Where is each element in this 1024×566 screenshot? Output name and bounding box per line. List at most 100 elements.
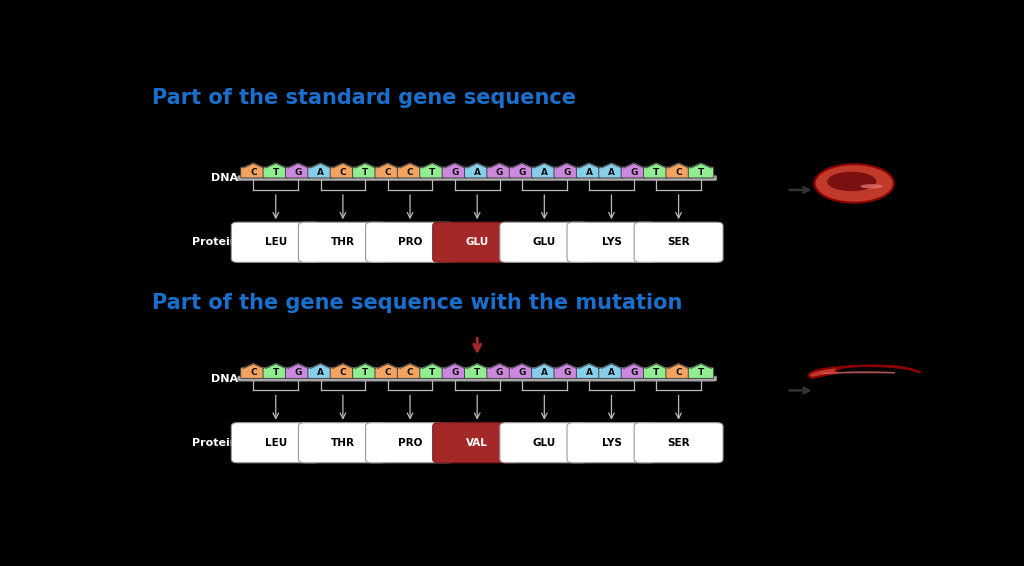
Text: THR: THR — [331, 438, 355, 448]
Text: G: G — [295, 368, 302, 378]
Text: C: C — [675, 168, 682, 177]
FancyBboxPatch shape — [352, 367, 378, 379]
Text: G: G — [452, 368, 459, 378]
Text: DNA: DNA — [211, 374, 238, 384]
Polygon shape — [378, 364, 397, 368]
Text: T: T — [272, 168, 279, 177]
FancyBboxPatch shape — [298, 423, 387, 463]
Text: C: C — [384, 168, 391, 177]
Polygon shape — [601, 164, 622, 168]
Polygon shape — [310, 364, 331, 368]
Text: G: G — [518, 368, 525, 378]
FancyBboxPatch shape — [599, 367, 625, 379]
FancyBboxPatch shape — [688, 367, 714, 379]
FancyBboxPatch shape — [442, 367, 468, 379]
FancyBboxPatch shape — [241, 367, 266, 379]
Ellipse shape — [814, 164, 894, 203]
Polygon shape — [489, 164, 510, 168]
Polygon shape — [669, 364, 688, 368]
Polygon shape — [691, 364, 711, 368]
Polygon shape — [333, 164, 353, 168]
FancyBboxPatch shape — [509, 167, 535, 178]
FancyBboxPatch shape — [366, 423, 455, 463]
Text: T: T — [697, 368, 705, 378]
Text: T: T — [474, 368, 480, 378]
Text: A: A — [474, 168, 480, 177]
FancyBboxPatch shape — [666, 367, 691, 379]
Polygon shape — [378, 164, 397, 168]
Text: Part of the standard gene sequence: Part of the standard gene sequence — [152, 88, 575, 109]
Text: LYS: LYS — [601, 438, 622, 448]
FancyBboxPatch shape — [634, 222, 723, 262]
Polygon shape — [624, 164, 644, 168]
Polygon shape — [400, 164, 420, 168]
FancyBboxPatch shape — [554, 167, 580, 178]
Text: C: C — [384, 368, 391, 378]
Polygon shape — [535, 164, 554, 168]
FancyBboxPatch shape — [433, 222, 521, 262]
Text: C: C — [407, 368, 414, 378]
Polygon shape — [288, 364, 308, 368]
Text: G: G — [518, 168, 525, 177]
FancyBboxPatch shape — [366, 222, 455, 262]
Text: Part of the gene sequence with the mutation: Part of the gene sequence with the mutat… — [152, 293, 682, 313]
Polygon shape — [580, 164, 599, 168]
Polygon shape — [266, 364, 286, 368]
Polygon shape — [288, 164, 308, 168]
FancyBboxPatch shape — [330, 367, 355, 379]
FancyBboxPatch shape — [397, 367, 423, 379]
Polygon shape — [691, 164, 711, 168]
Text: G: G — [452, 168, 459, 177]
Polygon shape — [266, 164, 286, 168]
Text: T: T — [272, 368, 279, 378]
Text: G: G — [563, 168, 570, 177]
FancyBboxPatch shape — [231, 222, 321, 262]
FancyBboxPatch shape — [577, 367, 602, 379]
FancyBboxPatch shape — [238, 376, 717, 381]
FancyBboxPatch shape — [397, 167, 423, 178]
Polygon shape — [355, 164, 375, 168]
FancyBboxPatch shape — [599, 167, 625, 178]
FancyBboxPatch shape — [286, 167, 311, 178]
FancyBboxPatch shape — [330, 167, 355, 178]
Text: C: C — [675, 368, 682, 378]
Text: A: A — [317, 368, 324, 378]
Text: PRO: PRO — [398, 237, 422, 247]
Text: G: G — [496, 168, 503, 177]
FancyBboxPatch shape — [263, 367, 289, 379]
Text: GLU: GLU — [466, 237, 488, 247]
Polygon shape — [809, 366, 921, 378]
FancyBboxPatch shape — [298, 222, 387, 262]
Polygon shape — [444, 364, 465, 368]
Text: A: A — [317, 168, 324, 177]
FancyBboxPatch shape — [643, 167, 669, 178]
Polygon shape — [423, 164, 442, 168]
Text: G: G — [563, 368, 570, 378]
FancyBboxPatch shape — [688, 167, 714, 178]
FancyBboxPatch shape — [500, 423, 589, 463]
Polygon shape — [489, 364, 510, 368]
Text: T: T — [362, 368, 369, 378]
FancyBboxPatch shape — [442, 167, 468, 178]
Polygon shape — [310, 164, 331, 168]
Polygon shape — [467, 364, 487, 368]
Polygon shape — [580, 364, 599, 368]
FancyBboxPatch shape — [531, 167, 557, 178]
Polygon shape — [624, 364, 644, 368]
Polygon shape — [512, 164, 531, 168]
Text: C: C — [250, 368, 257, 378]
FancyBboxPatch shape — [567, 423, 656, 463]
Polygon shape — [244, 364, 263, 368]
Text: C: C — [407, 168, 414, 177]
Text: C: C — [340, 168, 346, 177]
FancyBboxPatch shape — [420, 167, 445, 178]
FancyBboxPatch shape — [241, 167, 266, 178]
Polygon shape — [822, 371, 895, 374]
FancyBboxPatch shape — [420, 367, 445, 379]
Polygon shape — [244, 164, 263, 168]
FancyBboxPatch shape — [375, 167, 400, 178]
FancyBboxPatch shape — [634, 423, 723, 463]
Text: GLU: GLU — [532, 237, 556, 247]
Polygon shape — [355, 364, 375, 368]
Polygon shape — [444, 164, 465, 168]
